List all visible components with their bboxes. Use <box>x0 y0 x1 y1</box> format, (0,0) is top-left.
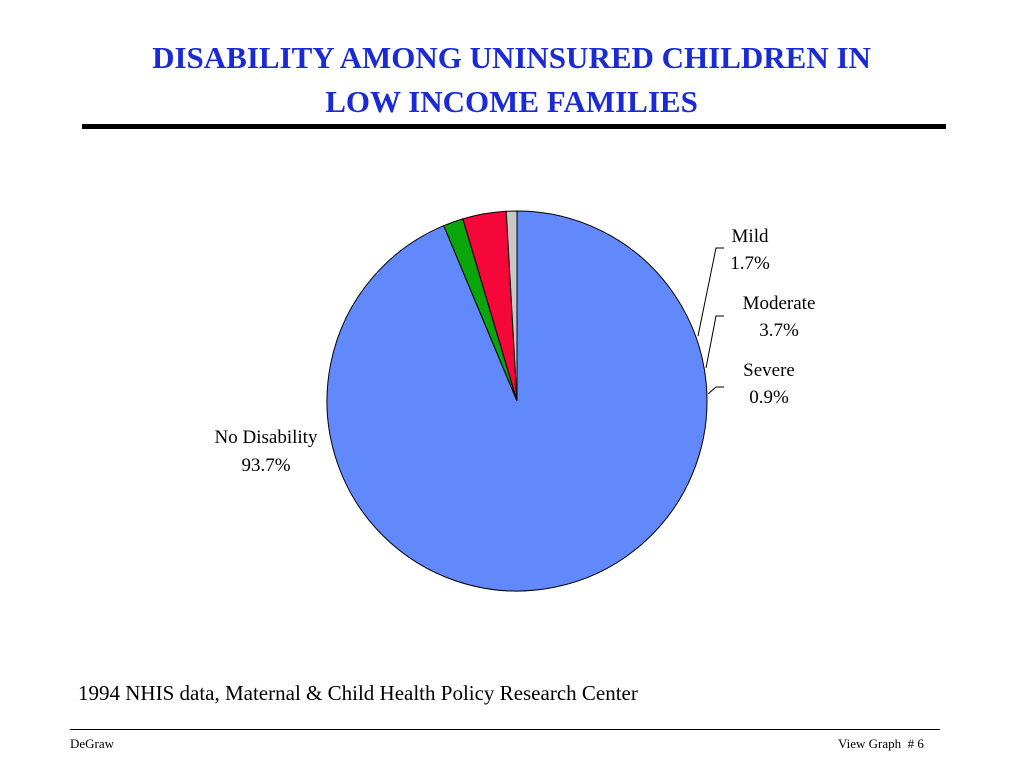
slice-label-no-disability: No Disability <box>215 427 318 448</box>
slice-value-mild: 1.7% <box>730 253 770 274</box>
chart-title-line-1: DISABILITY AMONG UNINSURED CHILDREN IN <box>152 40 871 75</box>
footer-author: DeGraw <box>70 736 115 751</box>
slice-value-no-disability: 93.7% <box>241 455 290 476</box>
footer-page-number: View Graph # 6 <box>838 736 924 751</box>
slice-label-severe: Severe <box>743 360 795 381</box>
slice-label-moderate: Moderate <box>743 293 816 314</box>
pie-slices <box>326 210 708 592</box>
leader-line-mild <box>697 247 724 337</box>
slice-value-severe: 0.9% <box>749 387 789 408</box>
slice-value-moderate: 3.7% <box>759 320 799 341</box>
slice-label-mild: Mild <box>732 226 769 247</box>
label-leader-lines <box>697 247 724 395</box>
leader-line-moderate <box>705 315 724 369</box>
chart-title-line-2: LOW INCOME FAMILIES <box>325 84 698 119</box>
chart-title: DISABILITY AMONG UNINSURED CHILDREN IN L… <box>0 36 1023 124</box>
pie-slice-severe <box>505 210 518 402</box>
footer-divider <box>70 729 940 730</box>
leader-line-severe <box>707 386 724 395</box>
source-note: 1994 NHIS data, Maternal & Child Health … <box>78 681 638 705</box>
title-divider <box>82 124 946 129</box>
